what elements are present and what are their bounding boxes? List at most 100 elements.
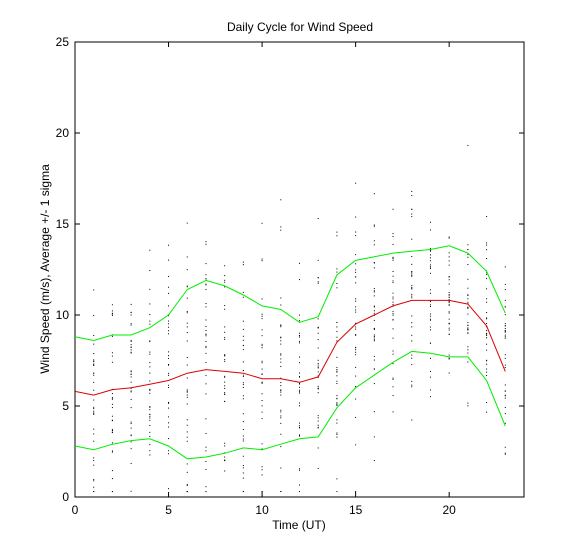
- sample-point: [355, 235, 357, 237]
- sample-point: [261, 448, 263, 450]
- sample-point: [392, 282, 394, 284]
- sample-point: [74, 378, 76, 380]
- sample-point: [336, 422, 338, 424]
- sample-point: [392, 314, 394, 316]
- sample-point: [448, 276, 450, 278]
- sample-point: [93, 440, 95, 442]
- sample-point: [448, 327, 450, 329]
- sample-point: [429, 266, 431, 268]
- sample-point: [130, 407, 132, 409]
- sample-point: [224, 360, 226, 362]
- sample-point: [74, 412, 76, 414]
- sample-point: [74, 370, 76, 372]
- sample-point: [111, 478, 113, 480]
- sample-points: [74, 145, 506, 493]
- sample-point: [186, 419, 188, 421]
- sample-point: [411, 194, 413, 196]
- sample-point: [392, 259, 394, 261]
- sample-point: [205, 278, 207, 280]
- sample-point: [429, 357, 431, 359]
- sample-point: [467, 329, 469, 331]
- sample-point: [93, 412, 95, 414]
- sample-point: [336, 356, 338, 358]
- sample-point: [261, 298, 263, 300]
- sample-point: [448, 372, 450, 374]
- sample-point: [242, 376, 244, 378]
- sample-point: [467, 278, 469, 280]
- sample-point: [149, 389, 151, 391]
- sample-point: [186, 483, 188, 485]
- sample-point: [336, 368, 338, 370]
- sample-point: [504, 390, 506, 392]
- sample-point: [280, 433, 282, 435]
- sample-point: [111, 428, 113, 430]
- sample-point: [130, 427, 132, 429]
- sample-point: [280, 382, 282, 384]
- sample-point: [130, 303, 132, 305]
- sample-point: [280, 229, 282, 231]
- sample-point: [168, 387, 170, 389]
- sample-point: [336, 380, 338, 382]
- sample-point: [111, 442, 113, 444]
- sample-point: [186, 463, 188, 465]
- sample-point: [186, 440, 188, 442]
- sample-point: [149, 417, 151, 419]
- sample-point: [168, 372, 170, 374]
- sample-point: [168, 244, 170, 246]
- sample-point: [149, 388, 151, 390]
- sample-point: [242, 467, 244, 469]
- sample-point: [448, 304, 450, 306]
- x-tick-label: 10: [255, 503, 269, 517]
- sample-point: [280, 377, 282, 379]
- sample-point: [486, 360, 488, 362]
- sample-point: [168, 488, 170, 490]
- sample-point: [149, 372, 151, 374]
- sample-point: [429, 267, 431, 269]
- sample-point: [224, 279, 226, 281]
- sample-point: [93, 486, 95, 488]
- sample-point: [411, 263, 413, 265]
- sample-point: [130, 352, 132, 354]
- sample-point: [336, 397, 338, 399]
- sample-point: [111, 407, 113, 409]
- sample-point: [205, 333, 207, 335]
- sample-point: [411, 297, 413, 299]
- sample-point: [93, 491, 95, 493]
- sample-point: [224, 326, 226, 328]
- sample-point: [504, 452, 506, 454]
- sample-point: [205, 432, 207, 434]
- sample-point: [74, 377, 76, 379]
- sample-point: [336, 375, 338, 377]
- sample-point: [74, 375, 76, 377]
- sample-point: [467, 256, 469, 258]
- sample-point: [504, 289, 506, 291]
- y-tick-label: 5: [62, 399, 69, 413]
- sample-point: [504, 357, 506, 359]
- sample-point: [355, 182, 357, 184]
- sample-point: [168, 450, 170, 452]
- x-tick-label: 0: [72, 503, 79, 517]
- sample-point: [355, 326, 357, 328]
- sample-point: [317, 392, 319, 394]
- sample-point: [392, 386, 394, 388]
- sample-point: [205, 446, 207, 448]
- y-tick-label: 10: [56, 308, 70, 322]
- sample-point: [486, 274, 488, 276]
- sample-point: [111, 310, 113, 312]
- sample-point: [373, 335, 375, 337]
- sample-point: [486, 368, 488, 370]
- sample-point: [299, 340, 300, 342]
- sample-point: [373, 337, 375, 339]
- sample-point: [130, 390, 132, 392]
- sample-point: [111, 352, 113, 354]
- sample-point: [429, 248, 431, 250]
- sample-point: [317, 259, 319, 261]
- sample-point: [429, 319, 431, 321]
- sample-point: [392, 243, 394, 245]
- x-tick-label: 15: [349, 503, 363, 517]
- sample-point: [411, 364, 413, 366]
- sample-point: [130, 370, 132, 372]
- sample-point: [242, 339, 244, 341]
- sample-point: [448, 354, 450, 356]
- sample-point: [93, 410, 95, 412]
